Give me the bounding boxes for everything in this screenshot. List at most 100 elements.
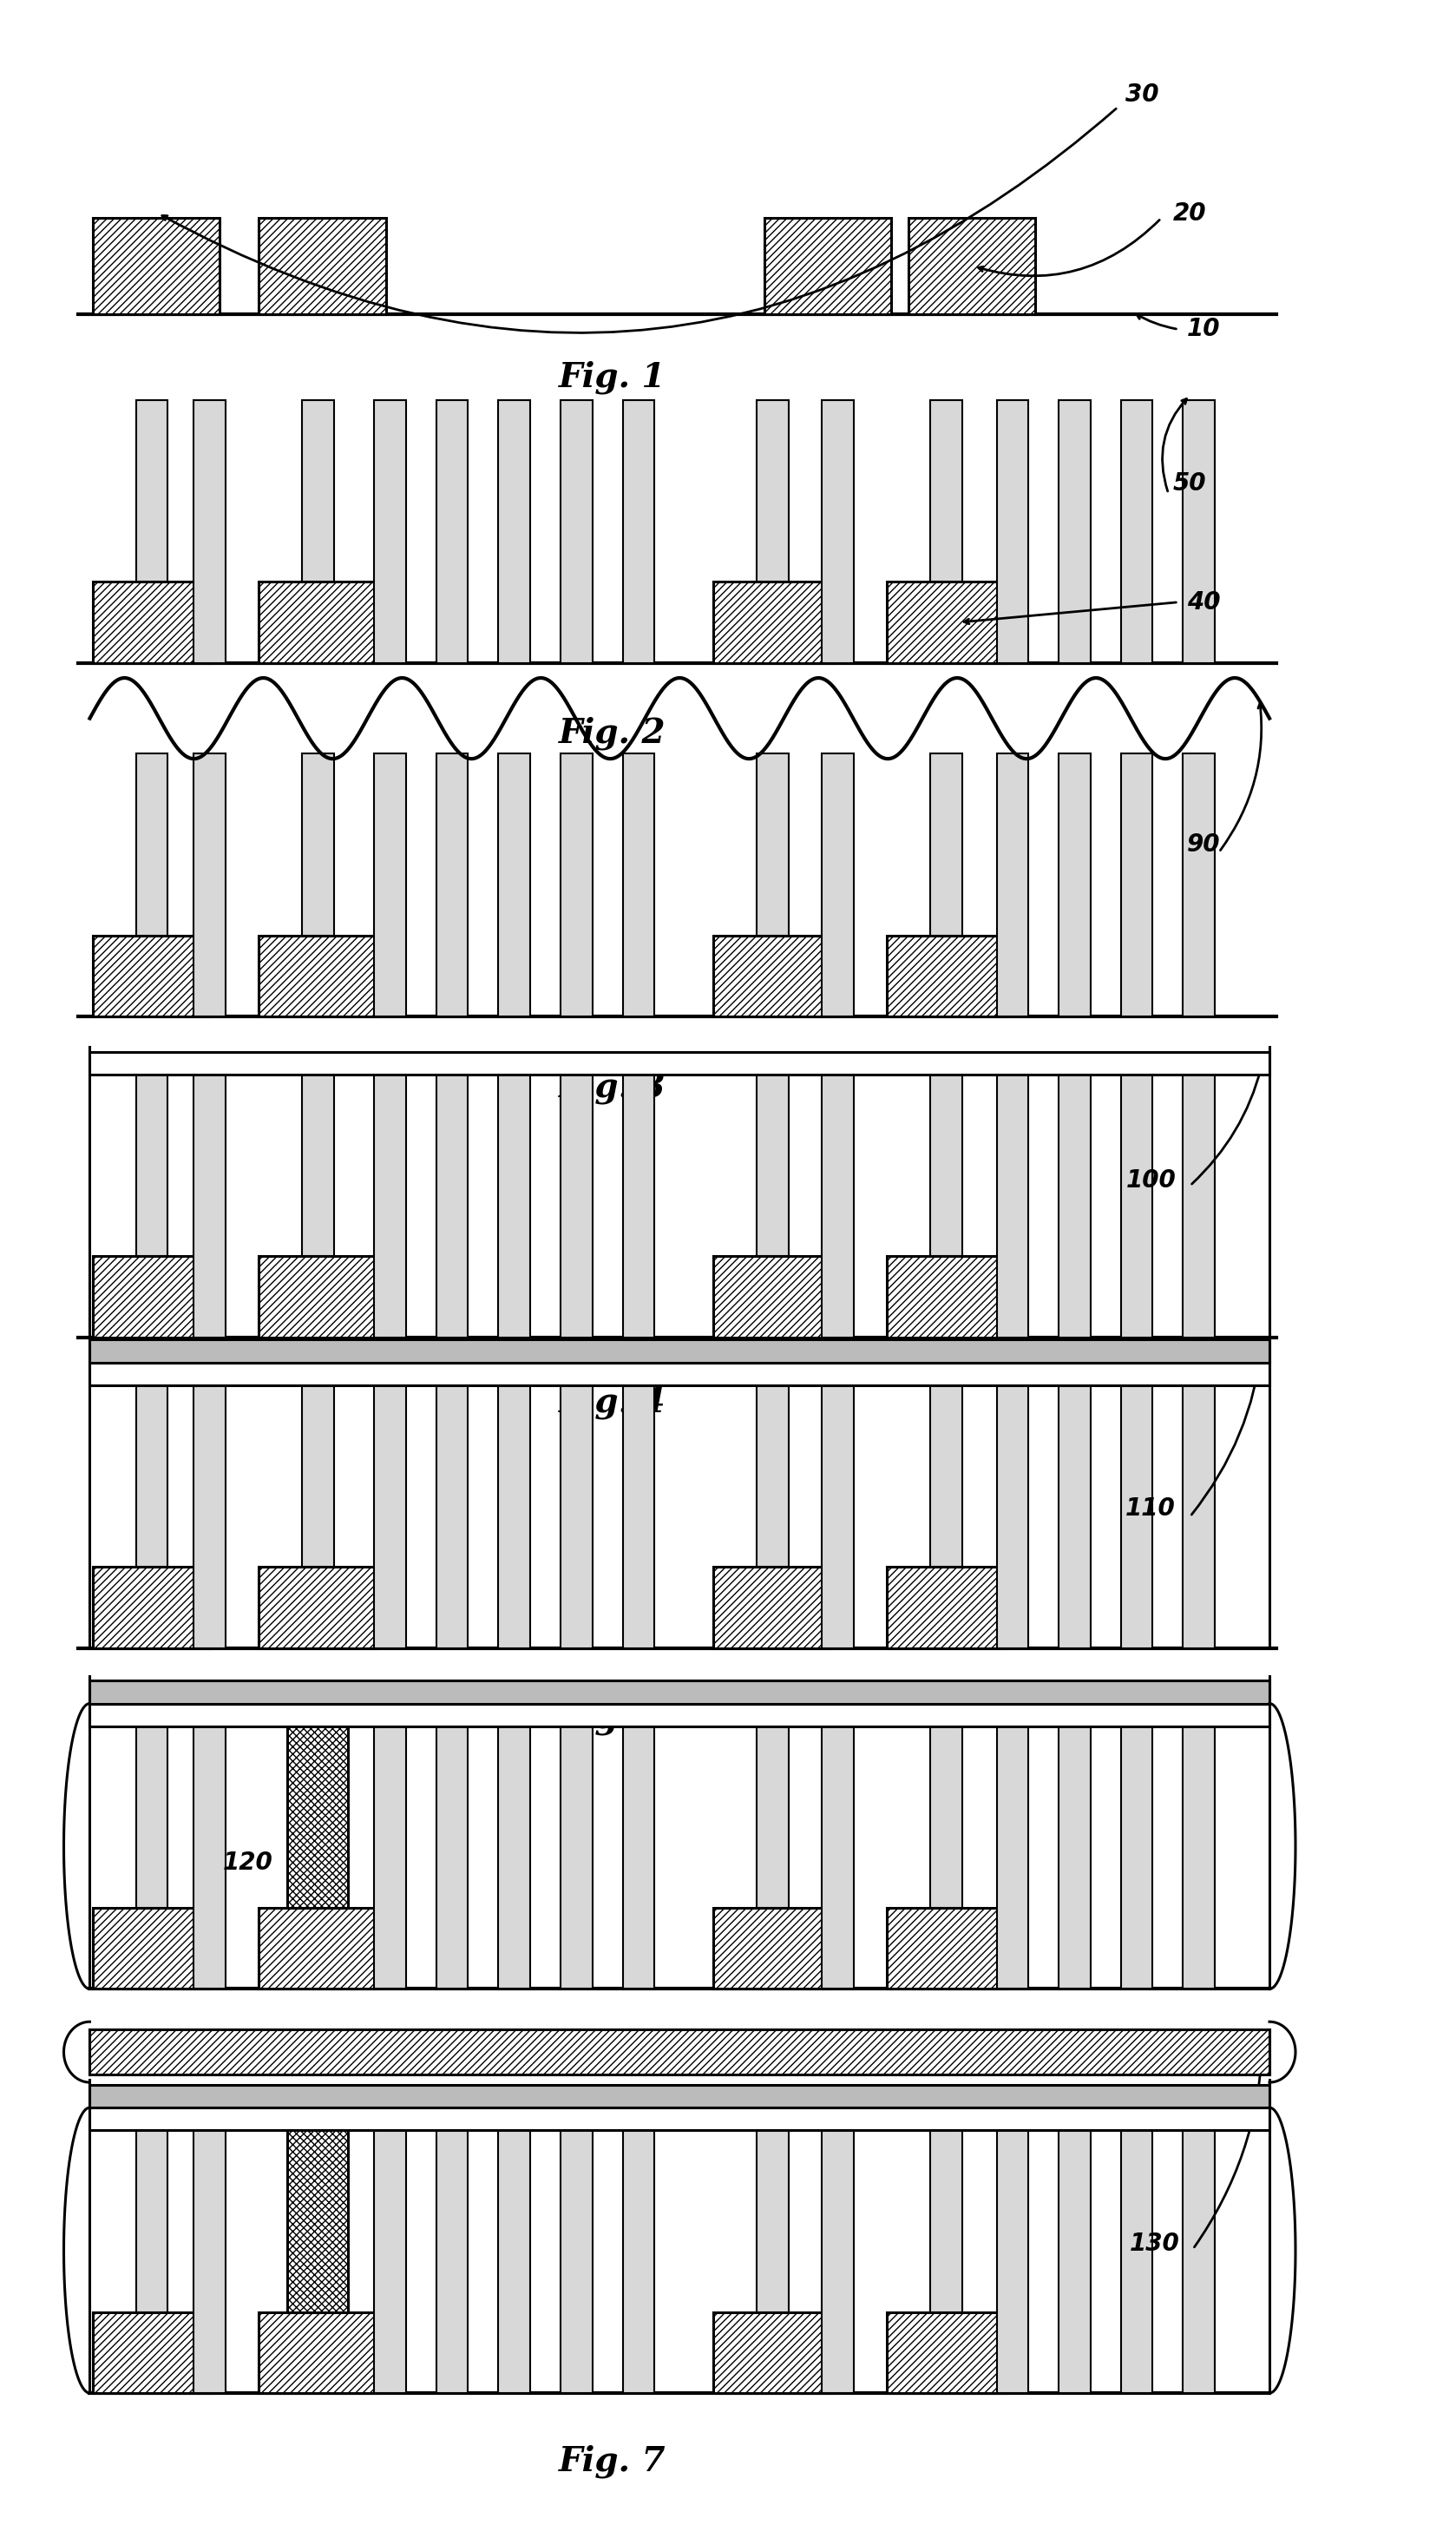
Bar — [909, 218, 1035, 315]
Bar — [1059, 2129, 1091, 2393]
Bar — [996, 2129, 1028, 2393]
Bar — [561, 1386, 593, 1647]
Bar — [90, 1340, 1270, 1363]
Bar — [930, 1386, 962, 1566]
Bar — [561, 1074, 593, 1338]
Bar — [259, 218, 386, 315]
Bar — [887, 1256, 1005, 1338]
Bar — [498, 1074, 530, 1338]
Text: 110: 110 — [1125, 1497, 1175, 1520]
Bar — [1059, 1386, 1091, 1647]
Text: 50: 50 — [1172, 472, 1206, 495]
Bar — [90, 1703, 1270, 1726]
Bar — [821, 1074, 853, 1338]
Bar — [90, 1680, 1270, 1703]
Bar — [301, 401, 333, 581]
Bar — [374, 1726, 406, 1990]
Bar — [930, 2129, 962, 2312]
Bar — [194, 2129, 226, 2393]
Bar — [259, 1909, 377, 1990]
Bar — [1059, 401, 1091, 662]
Bar — [713, 1909, 831, 1990]
Bar — [301, 1386, 333, 1566]
Bar — [93, 218, 220, 315]
Text: 20: 20 — [1172, 201, 1206, 226]
Bar — [90, 1051, 1270, 1074]
Bar — [757, 2129, 789, 2312]
Bar — [194, 1726, 226, 1990]
Bar — [1121, 1074, 1153, 1338]
Bar — [623, 401, 654, 662]
Text: 120: 120 — [223, 1850, 272, 1876]
Bar — [757, 401, 789, 581]
Text: Fig. 6: Fig. 6 — [559, 2041, 665, 2074]
Bar — [498, 754, 530, 1015]
Text: 10: 10 — [1187, 317, 1220, 343]
Bar — [713, 937, 831, 1015]
Bar — [498, 401, 530, 662]
Text: Fig. 3: Fig. 3 — [559, 1071, 665, 1104]
Text: 40: 40 — [1187, 589, 1220, 614]
Bar — [194, 1386, 226, 1647]
Bar — [1182, 1386, 1214, 1647]
Text: Fig. 1: Fig. 1 — [559, 360, 665, 393]
Bar — [374, 754, 406, 1015]
Bar — [887, 581, 1005, 662]
Bar — [996, 1074, 1028, 1338]
Bar — [821, 1726, 853, 1990]
Bar — [194, 1074, 226, 1338]
Bar — [498, 1386, 530, 1647]
Bar — [93, 581, 211, 662]
Bar — [623, 1386, 654, 1647]
Bar — [288, 2129, 348, 2312]
Bar — [930, 401, 962, 581]
Bar — [90, 1363, 1270, 1386]
Bar — [930, 1726, 962, 1909]
Bar — [887, 1909, 1005, 1990]
Text: Fig. 2: Fig. 2 — [559, 716, 665, 751]
Bar — [623, 1074, 654, 1338]
Bar — [713, 581, 831, 662]
Bar — [194, 401, 226, 662]
Bar — [135, 1386, 167, 1566]
Bar — [623, 754, 654, 1015]
Bar — [259, 1566, 377, 1647]
Bar — [194, 754, 226, 1015]
Bar — [301, 754, 333, 937]
Text: Fig. 4: Fig. 4 — [559, 1386, 665, 1419]
Bar — [437, 1386, 467, 1647]
Bar — [135, 754, 167, 937]
Bar — [887, 937, 1005, 1015]
Bar — [930, 754, 962, 937]
Bar — [1182, 1074, 1214, 1338]
Bar — [135, 2129, 167, 2312]
Bar — [93, 1256, 211, 1338]
Bar — [90, 2107, 1270, 2129]
Text: Fig. 7: Fig. 7 — [559, 2444, 665, 2477]
Bar — [288, 1726, 348, 1909]
Bar — [930, 1074, 962, 1256]
Bar — [623, 1726, 654, 1990]
Bar — [1182, 2129, 1214, 2393]
Bar — [259, 581, 377, 662]
Bar — [821, 754, 853, 1015]
Text: 130: 130 — [1130, 2231, 1179, 2256]
Bar — [437, 754, 467, 1015]
Bar — [1182, 401, 1214, 662]
Text: 30: 30 — [1125, 81, 1159, 107]
Text: Fig. 5: Fig. 5 — [559, 1703, 665, 1736]
Bar — [764, 218, 891, 315]
Bar — [821, 2129, 853, 2393]
Bar — [561, 1726, 593, 1990]
Bar — [757, 1386, 789, 1566]
Bar — [561, 754, 593, 1015]
Bar — [821, 401, 853, 662]
Bar — [1121, 1726, 1153, 1990]
Bar — [437, 1074, 467, 1338]
Bar — [821, 1386, 853, 1647]
Bar — [713, 1256, 831, 1338]
Bar — [887, 1566, 1005, 1647]
Bar — [1182, 1726, 1214, 1990]
Bar — [1121, 401, 1153, 662]
Bar — [93, 1566, 211, 1647]
